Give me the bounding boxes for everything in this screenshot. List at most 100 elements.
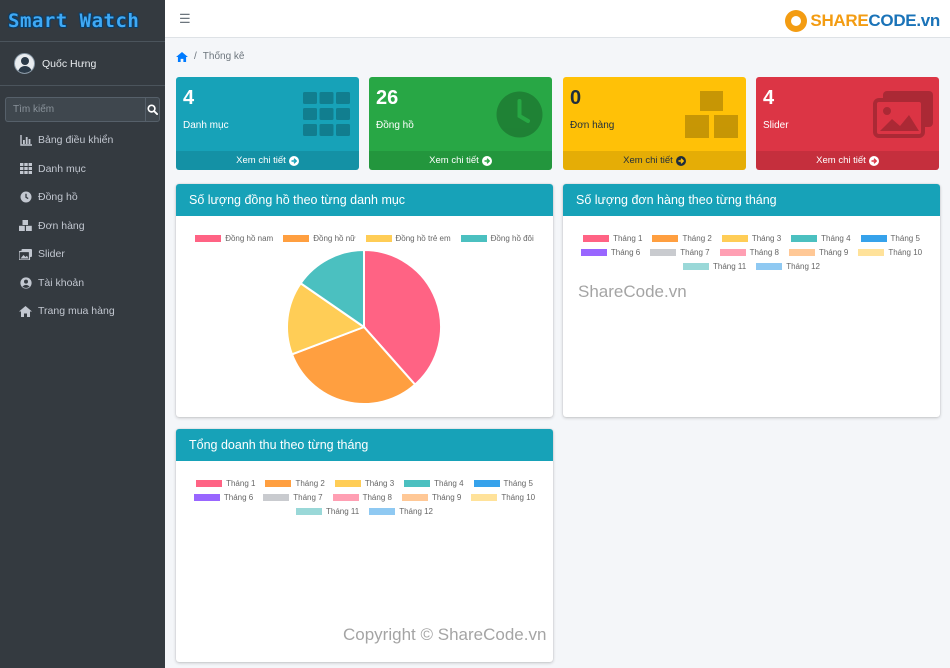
- legend-swatch: [263, 494, 290, 501]
- legend-item[interactable]: Tháng 10: [858, 248, 922, 257]
- legend-label: Tháng 10: [888, 248, 923, 257]
- more-info-link[interactable]: Xem chi tiết: [563, 151, 746, 170]
- legend-swatch: [401, 494, 428, 501]
- legend-item[interactable]: Đồng hồ trẻ em: [365, 234, 451, 243]
- legend-item[interactable]: Tháng 2: [652, 234, 712, 243]
- legend-item[interactable]: Tháng 10: [471, 493, 535, 502]
- legend-item[interactable]: Tháng 9: [788, 248, 848, 257]
- legend-swatch: [471, 494, 498, 501]
- legend-item[interactable]: Tháng 3: [721, 234, 782, 243]
- legend-item[interactable]: Tháng 1: [196, 479, 255, 488]
- legend-item[interactable]: Tháng 12: [369, 507, 433, 516]
- home-icon[interactable]: [176, 51, 188, 62]
- stat-label: Slider: [763, 120, 789, 131]
- images-icon: [873, 91, 933, 138]
- legend-item[interactable]: Đồng hồ đôi: [460, 234, 534, 243]
- legend-item[interactable]: Tháng 5: [860, 234, 920, 243]
- card-watches-by-category: Số lượng đồng hồ theo từng danh mục Đồng…: [176, 184, 553, 417]
- legend-item[interactable]: Tháng 4: [404, 479, 464, 488]
- brand-logo-text[interactable]: Smart Watch: [8, 9, 140, 32]
- legend-label: Đồng hồ nam: [225, 234, 274, 243]
- stat-box-categories: 4 Danh mục Xem chi tiết: [176, 77, 359, 170]
- sidebar-item-orders[interactable]: Đơn hàng: [0, 212, 165, 241]
- legend-item[interactable]: Tháng 8: [332, 493, 392, 502]
- legend-item[interactable]: Tháng 12: [756, 262, 820, 271]
- legend-item[interactable]: Tháng 11: [682, 262, 747, 271]
- legend-label: Đồng hồ nữ: [313, 234, 356, 243]
- legend-item[interactable]: Tháng 6: [193, 493, 253, 502]
- legend-item[interactable]: Tháng 11: [295, 507, 360, 516]
- legend-item[interactable]: Tháng 7: [263, 493, 323, 502]
- legend-item[interactable]: Tháng 3: [334, 479, 394, 488]
- stat-box-slider: 4 Slider Xem chi tiết: [756, 77, 939, 170]
- hamburger-icon[interactable]: ☰: [179, 11, 191, 26]
- legend-label: Tháng 11: [325, 507, 360, 516]
- pie-slice[interactable]: [286, 281, 367, 356]
- legend-swatch: [791, 235, 818, 242]
- search-button[interactable]: [145, 97, 160, 122]
- legend-label: Tháng 7: [293, 493, 323, 502]
- pie-slice[interactable]: [363, 248, 442, 387]
- user-name[interactable]: Quốc Hưng: [42, 57, 97, 70]
- sidebar-item-storefront[interactable]: Trang mua hàng: [0, 297, 165, 326]
- legend-item[interactable]: Tháng 9: [401, 493, 462, 502]
- legend-item[interactable]: Tháng 5: [473, 479, 533, 488]
- legend-label: Tháng 11: [712, 262, 747, 271]
- legend-item[interactable]: Tháng 8: [719, 248, 779, 257]
- legend-swatch: [283, 235, 310, 242]
- stat-box-orders: 0 Đơn hàng Xem chi tiết: [563, 77, 746, 170]
- legend-swatch: [652, 235, 679, 242]
- user-panel[interactable]: Quốc Hưng: [0, 42, 165, 86]
- pie-slice[interactable]: [290, 325, 417, 405]
- stat-label: Đồng hồ: [376, 120, 414, 131]
- sidebar-item-watches[interactable]: Đồng hồ: [0, 183, 165, 212]
- pie-slice[interactable]: [299, 248, 365, 329]
- legend-item[interactable]: Tháng 2: [265, 479, 325, 488]
- legend-label: Tháng 1: [613, 234, 643, 243]
- brand[interactable]: Smart Watch: [0, 0, 165, 42]
- sidebar-item-label: Đồng hồ: [38, 191, 78, 204]
- search-input[interactable]: [5, 97, 145, 122]
- chart-legend: Tháng 1 Tháng 2 Tháng 3 Tháng 4 Tháng 5 Tháng…: [563, 234, 940, 271]
- legend-label: Tháng 3: [751, 234, 782, 243]
- breadcrumb: / Thống kê: [176, 51, 244, 62]
- arrow-circle-right-icon: [288, 155, 299, 166]
- legend-item[interactable]: Đồng hồ nữ: [283, 234, 356, 243]
- card-title: Tổng doanh thu theo từng tháng: [176, 429, 553, 461]
- legend-item[interactable]: Tháng 4: [791, 234, 851, 243]
- more-info-link[interactable]: Xem chi tiết: [756, 151, 939, 170]
- stat-box-watches: 26 Đồng hồ Xem chi tiết: [369, 77, 552, 170]
- sidebar-item-account[interactable]: Tài khoản: [0, 269, 165, 298]
- home-icon: [19, 305, 32, 317]
- legend-swatch: [365, 235, 392, 242]
- legend-item[interactable]: Đồng hồ nam: [195, 234, 273, 243]
- chart-bar-icon: [19, 134, 32, 146]
- legend-item[interactable]: Tháng 1: [583, 234, 642, 243]
- boxes-icon: [685, 91, 738, 138]
- legend-label: Tháng 9: [431, 493, 462, 502]
- legend-swatch: [473, 480, 500, 487]
- arrow-circle-right-icon: [675, 155, 686, 166]
- breadcrumb-current: Thống kê: [202, 51, 245, 62]
- more-info-link[interactable]: Xem chi tiết: [369, 151, 552, 170]
- avatar[interactable]: [14, 53, 35, 74]
- legend-swatch: [650, 249, 677, 256]
- logo-text: SHARECODE.vn: [810, 11, 940, 30]
- legend-swatch: [721, 235, 748, 242]
- legend-label: Tháng 7: [680, 248, 710, 257]
- card-title: Số lượng đơn hàng theo từng tháng: [563, 184, 940, 216]
- more-info-link[interactable]: Xem chi tiết: [176, 151, 359, 170]
- legend-swatch: [858, 249, 885, 256]
- sidebar-item-dashboard[interactable]: Bảng điều khiển: [0, 126, 165, 155]
- sidebar: Smart Watch Quốc Hưng Bảng điều khiển Da…: [0, 0, 165, 668]
- sidebar-item-slider[interactable]: Slider: [0, 240, 165, 269]
- sidebar-item-categories[interactable]: Danh mục: [0, 155, 165, 184]
- chart-legend: Tháng 1 Tháng 2 Tháng 3 Tháng 4 Tháng 5 Tháng…: [176, 479, 553, 516]
- table-grid-icon: [19, 163, 32, 175]
- sidebar-item-label: Đơn hàng: [38, 219, 85, 232]
- legend-swatch: [195, 235, 222, 242]
- legend-item[interactable]: Tháng 6: [580, 248, 640, 257]
- pie-chart[interactable]: [176, 184, 553, 417]
- watermark-footer: Copyright © ShareCode.vn: [343, 625, 547, 644]
- legend-item[interactable]: Tháng 7: [650, 248, 710, 257]
